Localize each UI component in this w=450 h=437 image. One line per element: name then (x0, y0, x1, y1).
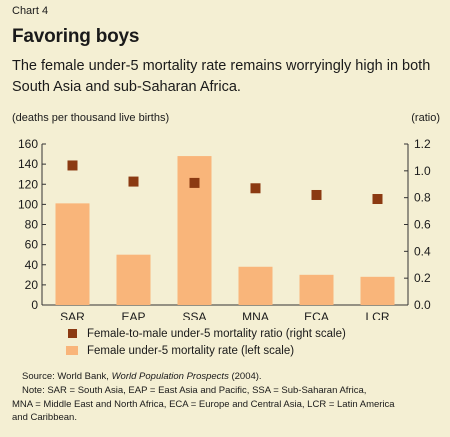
ratio-point (67, 160, 78, 171)
ratio-point (189, 177, 200, 188)
bar (299, 274, 334, 305)
legend-swatch-rate (66, 346, 78, 355)
left-tick-label: 160 (18, 137, 38, 151)
ratio-point (128, 176, 139, 187)
left-tick-label: 120 (18, 177, 38, 191)
source-suffix: (2004). (228, 371, 262, 382)
right-tick-label: 1.2 (414, 137, 431, 151)
category-label: ECA (304, 310, 329, 320)
chart-legend: Female-to-male under-5 mortality ratio (… (66, 325, 346, 359)
right-tick-label: 1.0 (414, 164, 431, 178)
right-tick-label: 0.0 (414, 298, 431, 312)
left-axis-label: (deaths per thousand live births) (12, 112, 170, 124)
left-tick-label: 60 (25, 238, 39, 252)
category-label: SSA (182, 310, 206, 320)
chart-number: Chart 4 (12, 5, 49, 17)
bar (55, 203, 90, 305)
footnote-line-3: and Caribbean. (12, 412, 77, 423)
right-tick-label: 0.6 (414, 218, 431, 232)
bar (238, 266, 273, 305)
right-tick-label: 0.8 (414, 191, 431, 205)
ratio-point (250, 183, 261, 194)
chart-plot-area: 0 20 40 60 80 100 120 140 160 0.0 0.2 0.4 0.6 0.8 1.0 1… (18, 137, 431, 320)
legend-swatch-ratio (68, 329, 77, 338)
footnote: Note: SAR = South Asia, EAP = East Asia … (12, 384, 444, 425)
ratio-point (311, 189, 322, 200)
bar (360, 276, 395, 305)
left-tick-label: 40 (25, 258, 39, 272)
source-note: Source: World Bank, World Population Pro… (22, 370, 442, 383)
footnote-line-2: MNA = Middle East and North Africa, ECA … (12, 398, 395, 410)
right-tick-label: 0.4 (414, 244, 431, 258)
legend-label-ratio: Female-to-male under-5 mortality ratio (… (87, 327, 346, 340)
right-tick-label: 0.2 (414, 271, 431, 285)
left-tick-label: 0 (31, 298, 38, 312)
source-title: World Population Prospects (111, 371, 229, 382)
category-label: SAR (60, 310, 85, 320)
category-label: LCR (365, 310, 389, 320)
footnote-line-1: Note: SAR = South Asia, EAP = East Asia … (22, 385, 367, 396)
left-tick-label: 140 (18, 157, 38, 171)
left-tick-label: 80 (25, 218, 39, 232)
chart-title: Favoring boys (12, 26, 140, 47)
right-axis-label: (ratio) (411, 112, 440, 124)
ratio-point (372, 194, 383, 205)
left-tick-label: 100 (18, 197, 38, 211)
legend-entry-ratio: Female-to-male under-5 mortality ratio (… (66, 325, 346, 342)
bar (116, 254, 151, 305)
legend-entry-rate: Female under-5 mortality rate (left scal… (66, 342, 346, 359)
chart-subtitle: The female under-5 mortality rate remain… (12, 58, 431, 95)
source-prefix: Source: World Bank, (22, 371, 112, 382)
legend-label-rate: Female under-5 mortality rate (left scal… (87, 344, 295, 357)
category-label: EAP (121, 310, 145, 320)
left-tick-label: 20 (25, 278, 39, 292)
category-label: MNA (242, 310, 269, 320)
